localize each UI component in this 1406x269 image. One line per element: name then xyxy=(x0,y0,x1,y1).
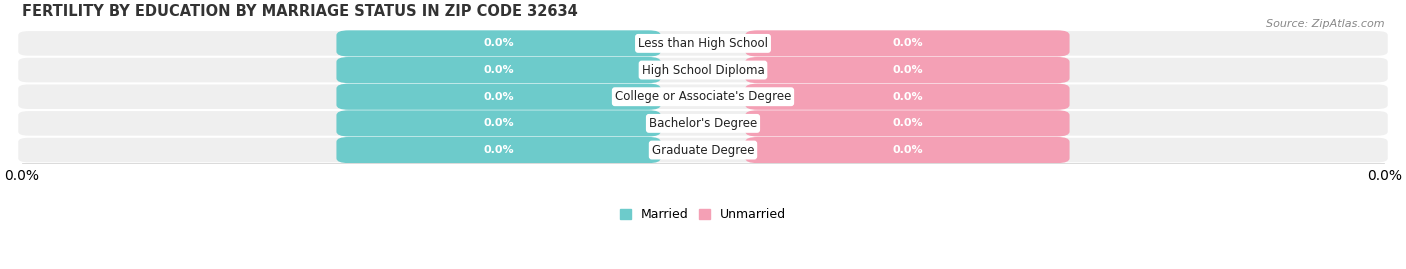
Text: Source: ZipAtlas.com: Source: ZipAtlas.com xyxy=(1267,19,1385,29)
FancyBboxPatch shape xyxy=(336,137,661,163)
Text: High School Diploma: High School Diploma xyxy=(641,63,765,77)
FancyBboxPatch shape xyxy=(18,31,1388,56)
Text: Less than High School: Less than High School xyxy=(638,37,768,50)
FancyBboxPatch shape xyxy=(336,57,661,83)
FancyBboxPatch shape xyxy=(745,84,1070,110)
FancyBboxPatch shape xyxy=(745,57,1070,83)
Text: Bachelor's Degree: Bachelor's Degree xyxy=(650,117,756,130)
FancyBboxPatch shape xyxy=(336,110,661,136)
Text: 0.0%: 0.0% xyxy=(484,92,515,102)
Text: College or Associate's Degree: College or Associate's Degree xyxy=(614,90,792,103)
Text: 0.0%: 0.0% xyxy=(484,38,515,48)
FancyBboxPatch shape xyxy=(745,30,1070,56)
FancyBboxPatch shape xyxy=(745,110,1070,136)
FancyBboxPatch shape xyxy=(18,111,1388,136)
Text: 0.0%: 0.0% xyxy=(484,118,515,128)
Text: 0.0%: 0.0% xyxy=(891,145,922,155)
FancyBboxPatch shape xyxy=(336,84,661,110)
FancyBboxPatch shape xyxy=(336,30,661,56)
FancyBboxPatch shape xyxy=(18,84,1388,109)
Text: 0.0%: 0.0% xyxy=(891,65,922,75)
FancyBboxPatch shape xyxy=(18,138,1388,162)
Legend: Married, Unmarried: Married, Unmarried xyxy=(614,203,792,226)
Text: 0.0%: 0.0% xyxy=(891,118,922,128)
FancyBboxPatch shape xyxy=(18,58,1388,82)
FancyBboxPatch shape xyxy=(745,137,1070,163)
Text: 0.0%: 0.0% xyxy=(484,145,515,155)
Text: Graduate Degree: Graduate Degree xyxy=(652,144,754,157)
Text: 0.0%: 0.0% xyxy=(891,38,922,48)
Text: 0.0%: 0.0% xyxy=(891,92,922,102)
Text: FERTILITY BY EDUCATION BY MARRIAGE STATUS IN ZIP CODE 32634: FERTILITY BY EDUCATION BY MARRIAGE STATU… xyxy=(21,4,578,19)
Text: 0.0%: 0.0% xyxy=(484,65,515,75)
